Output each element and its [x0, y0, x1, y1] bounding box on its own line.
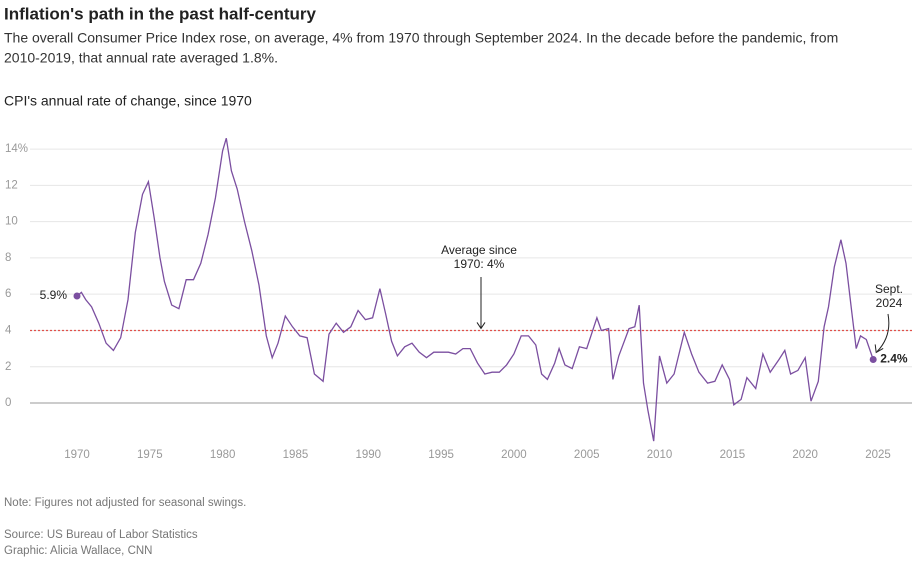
x-tick-label: 1995 [428, 449, 454, 461]
arrow-head [874, 344, 884, 354]
y-tick-label: 10 [5, 216, 18, 228]
y-tick-label: 4 [5, 324, 12, 336]
x-tick-label: 2020 [792, 449, 818, 461]
y-tick-label: 0 [5, 397, 11, 409]
credit: Graphic: Alicia Wallace, CNN [4, 545, 152, 557]
x-tick-label: 2000 [501, 449, 527, 461]
subtitle: 2010-2019, that annual rate averaged 1.8… [4, 50, 278, 66]
chart-title: Inflation's path in the past half-centur… [4, 4, 316, 23]
value-label: 5.9% [40, 288, 68, 302]
y-tick-label: 14% [5, 143, 28, 155]
y-tick-label: 2 [5, 361, 11, 373]
chart-subtitle: CPI's annual rate of change, since 1970 [4, 93, 252, 109]
cpi-line [76, 138, 874, 442]
x-tick-label: 1990 [355, 449, 381, 461]
y-tick-label: 8 [5, 252, 11, 264]
x-tick-label: 1975 [137, 449, 163, 461]
x-tick-label: 2005 [574, 449, 600, 461]
point [869, 355, 877, 363]
y-tick-label: 6 [5, 288, 11, 300]
y-tick-label: 12 [5, 179, 18, 191]
point [73, 292, 81, 300]
arrow-head [476, 322, 486, 330]
x-tick-label: 2025 [865, 449, 891, 461]
x-tick-label: 1985 [283, 449, 309, 461]
x-tick-label: 1970 [64, 449, 90, 461]
x-tick-label: 2010 [647, 449, 673, 461]
annotation: 2024 [876, 296, 903, 310]
arrow [876, 313, 890, 352]
note: Note: Figures not adjusted for seasonal … [4, 497, 246, 509]
x-tick-label: 2015 [720, 449, 746, 461]
value-label: 2.4% [880, 352, 908, 366]
annotation: 1970: 4% [454, 257, 505, 271]
annotation: Average since [441, 243, 517, 257]
x-tick-label: 1980 [210, 449, 236, 461]
subtitle: The overall Consumer Price Index rose, o… [4, 30, 838, 46]
annotation: Sept. [875, 282, 903, 296]
source: Source: US Bureau of Labor Statistics [4, 529, 198, 541]
